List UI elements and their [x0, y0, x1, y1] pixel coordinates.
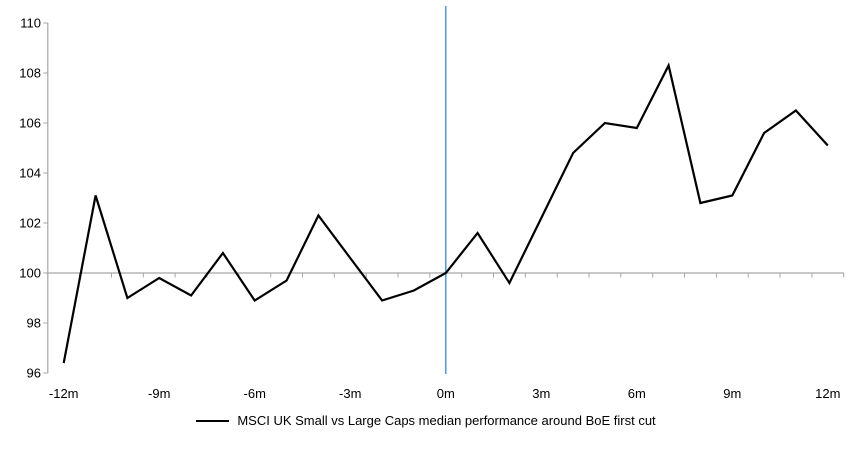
x-tick-label: 6m — [628, 386, 646, 401]
y-tick-label: 96 — [27, 366, 41, 381]
x-tick-label: 12m — [815, 386, 840, 401]
x-tick-label: -6m — [244, 386, 266, 401]
line-chart-plot: 96 98 100 102 104 106 108 110 -12m -9m -6m -3m 0m 3m 6… — [19, 6, 845, 401]
y-tick-label: 110 — [20, 16, 41, 31]
y-tick-label: 98 — [27, 316, 41, 331]
series-line — [62, 62, 829, 364]
x-tick-label: -12m — [49, 386, 79, 401]
legend-series-label: MSCI UK Small vs Large Caps median perfo… — [237, 413, 656, 428]
x-tick-label: 3m — [532, 386, 550, 401]
y-tick-label: 102 — [19, 216, 41, 231]
y-tick-label: 106 — [19, 116, 41, 131]
x-tick-label: -9m — [148, 386, 170, 401]
y-tick-label: 108 — [19, 66, 41, 81]
legend-line-swatch — [196, 420, 230, 422]
y-tick-label: 104 — [19, 166, 41, 181]
x-tick-label: 9m — [723, 386, 741, 401]
y-tick-label: 100 — [19, 266, 41, 281]
x-tick-label: 0m — [437, 386, 455, 401]
legend: MSCI UK Small vs Large Caps median perfo… — [0, 413, 852, 429]
x-tick-label: -3m — [339, 386, 361, 401]
